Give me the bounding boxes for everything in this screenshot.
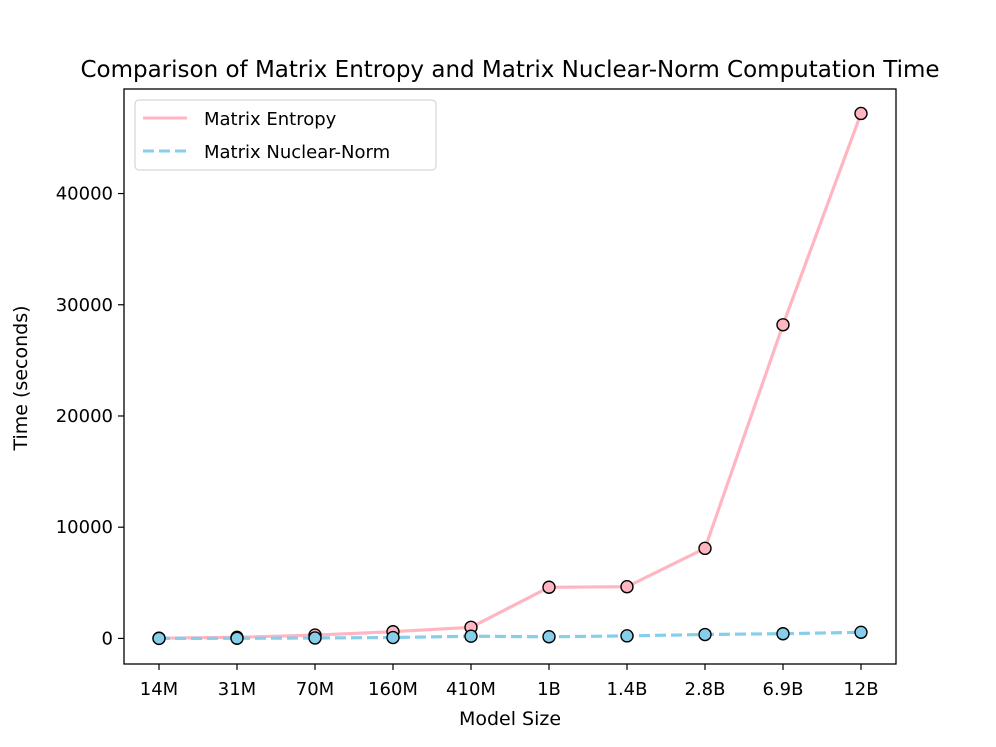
plot-frame: [123, 88, 897, 665]
legend-label-matrix-entropy: Matrix Entropy: [204, 109, 337, 130]
y-tick-label: 10000: [56, 517, 113, 538]
y-axis-label: Time (seconds): [10, 305, 32, 451]
y-tick-label: 20000: [56, 406, 113, 427]
data-point-matrix-entropy: [776, 318, 790, 332]
x-tick-label: 12B: [843, 679, 878, 700]
x-tick-label: 410M: [446, 679, 496, 700]
x-tick-label: 70M: [296, 679, 334, 700]
y-tick-label: 30000: [56, 295, 113, 316]
legend-label-matrix-nuclear-norm: Matrix Nuclear-Norm: [204, 142, 390, 163]
x-tick-label: 31M: [218, 679, 256, 700]
x-axis-ticks: 14M 31M 70M 160M 410M 1B 1.4B 2.8B 6.9B 12B: [140, 664, 879, 700]
x-axis-label: Model Size: [459, 708, 561, 730]
x-tick-label: 2.8B: [685, 679, 726, 700]
x-tick-label: 1B: [537, 679, 561, 700]
data-point-matrix-nuclear-norm: [776, 627, 790, 641]
legend: Matrix Entropy Matrix Nuclear-Norm: [134, 99, 437, 171]
y-tick-label: 40000: [56, 184, 113, 205]
data-point-matrix-nuclear-norm: [152, 631, 166, 646]
legend-box: [134, 99, 437, 171]
data-point-matrix-entropy: [542, 580, 556, 594]
x-tick-label: 14M: [140, 679, 178, 700]
data-point-matrix-nuclear-norm: [464, 629, 478, 643]
series-line-matrix-entropy: [158, 112, 863, 640]
data-point-matrix-nuclear-norm: [854, 625, 868, 640]
data-point-matrix-nuclear-norm: [620, 629, 634, 643]
data-point-matrix-nuclear-norm: [230, 631, 244, 645]
series-line-matrix-nuclear-norm: [158, 630, 862, 641]
x-tick-label: 1.4B: [607, 679, 648, 700]
data-point-matrix-entropy: [698, 541, 712, 556]
data-point-matrix-entropy: [854, 106, 868, 121]
x-tick-label: 6.9B: [763, 679, 804, 700]
y-tick-label: 0: [102, 628, 113, 649]
data-point-matrix-nuclear-norm: [698, 627, 712, 642]
plot-series: [152, 106, 868, 646]
y-axis-ticks: 0 10000 20000 30000 40000: [56, 184, 124, 649]
chart-title: Comparison of Matrix Entropy and Matrix …: [80, 57, 939, 83]
data-point-matrix-nuclear-norm: [542, 630, 556, 644]
x-tick-label: 160M: [368, 679, 418, 700]
data-point-matrix-entropy: [620, 580, 634, 594]
data-point-matrix-nuclear-norm: [308, 631, 322, 645]
data-point-matrix-nuclear-norm: [386, 630, 400, 645]
